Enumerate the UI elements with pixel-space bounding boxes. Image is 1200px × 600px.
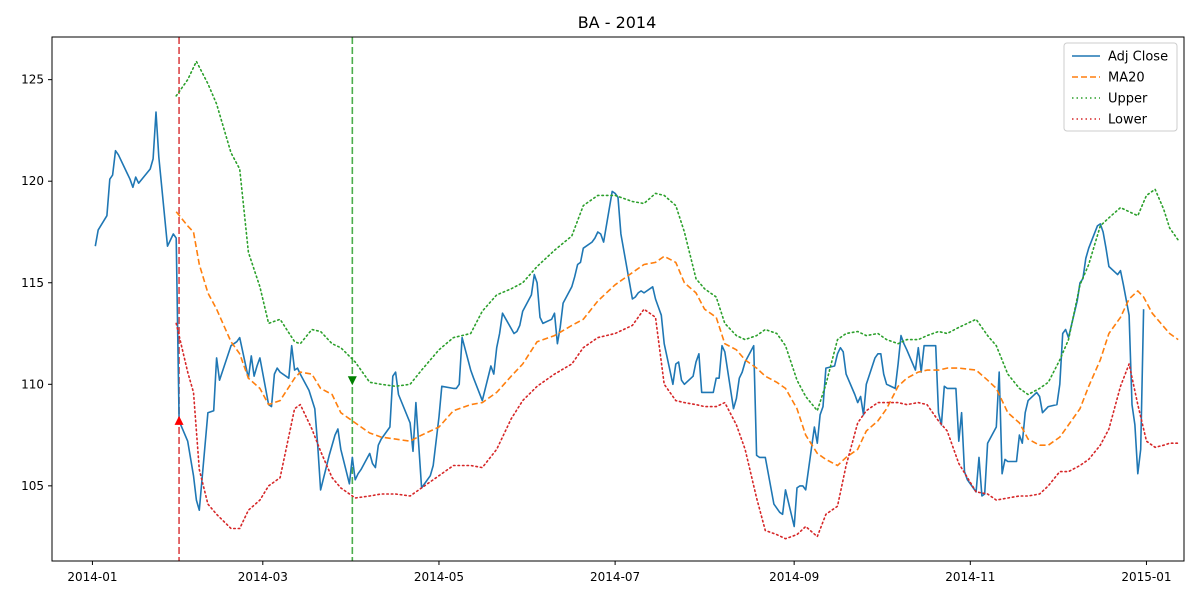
series-line-lower (175, 308, 1179, 540)
x-tick-label: 2014-09 (769, 570, 819, 584)
legend-label: MA20 (1108, 71, 1145, 86)
series-line-upper (175, 60, 1179, 412)
legend-label: Lower (1108, 113, 1148, 128)
x-tick-label: 2014-05 (414, 570, 464, 584)
y-tick-label: 105 (21, 479, 44, 493)
y-tick-label: 115 (21, 276, 44, 290)
plot-area (94, 37, 1179, 561)
x-tick-label: 2014-11 (945, 570, 995, 584)
legend-label: Adj Close (1108, 50, 1168, 65)
y-tick-label: 125 (21, 73, 44, 87)
chart-title: BA - 2014 (578, 13, 657, 32)
x-tick-label: 2014-03 (238, 570, 288, 584)
x-tick-label: 2014-01 (67, 570, 117, 584)
x-tick-label: 2014-07 (590, 570, 640, 584)
axes-frame (51, 36, 1185, 562)
buy-marker (174, 415, 184, 425)
y-tick-label: 110 (21, 377, 44, 391)
x-tick-label: 2015-01 (1121, 570, 1171, 584)
axes: 105 110 115 120 125 2014-01 2014-03 2014-05 2014… (21, 73, 1171, 584)
sell-marker (347, 376, 357, 386)
legend-box (1063, 42, 1178, 132)
legend-label: Upper (1108, 92, 1148, 107)
legend: Adj Close MA20 Upper Lower (1063, 42, 1178, 132)
y-tick-label: 120 (21, 174, 44, 188)
series-line-ma20 (175, 211, 1179, 467)
series-line-adj-close (94, 111, 1145, 528)
